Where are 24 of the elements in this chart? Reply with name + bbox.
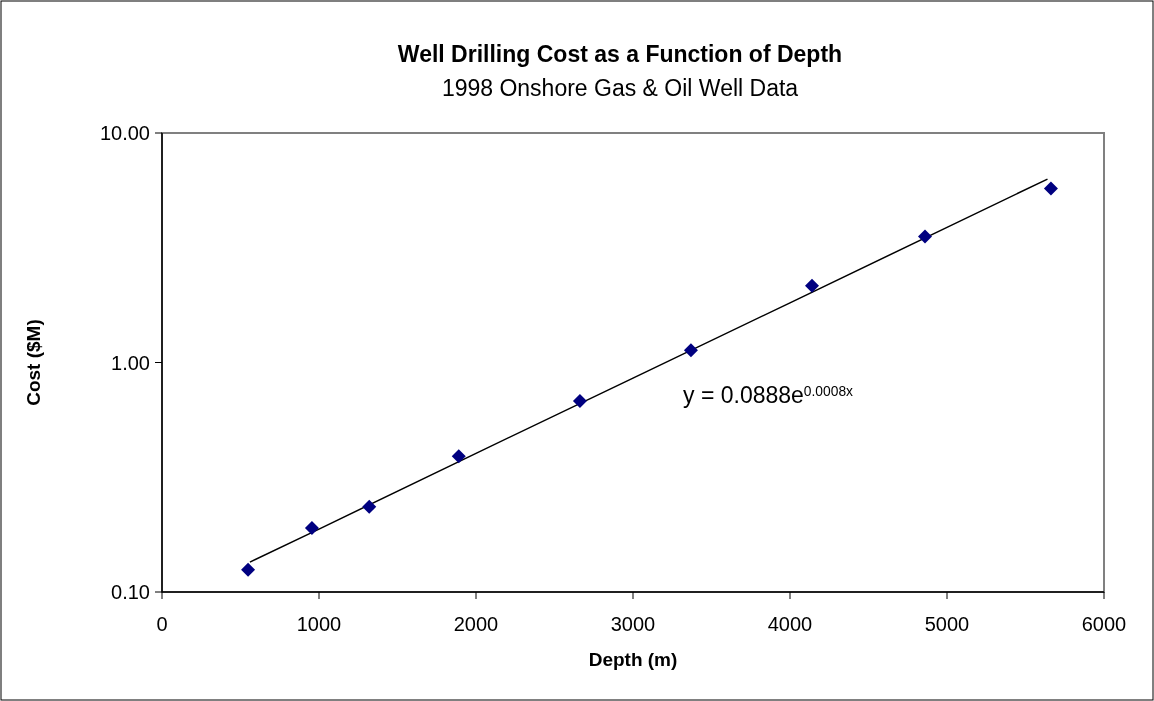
y-tick-label: 0.10 (111, 581, 150, 603)
x-tick-label: 1000 (296, 613, 342, 635)
point (918, 229, 933, 244)
x-tick-label: 0 (156, 613, 168, 635)
x-tick-label: 2000 (453, 613, 499, 635)
x-axis-title: Depth (m) (588, 649, 678, 670)
point (362, 499, 377, 514)
point (304, 521, 319, 536)
x-tick-label: 3000 (610, 613, 656, 635)
chart-subtitle: 1998 Onshore Gas & Oil Well Data (441, 75, 799, 101)
y-tick-label: 1.00 (111, 351, 150, 374)
y-tick-label: 10.00 (99, 122, 150, 144)
point (451, 449, 466, 464)
x-tick-label: 5000 (924, 613, 970, 635)
chart-title: Well Drilling Cost as a Function of Depth (397, 41, 843, 67)
point (683, 343, 698, 358)
point (572, 393, 587, 408)
x-tick-label: 6000 (1081, 613, 1127, 635)
point (1043, 181, 1058, 196)
point (804, 278, 819, 293)
x-tick-label: 4000 (767, 613, 813, 635)
annotation: y = 0.0888e$^{0.0008x}$ (683, 382, 854, 408)
y-axis-title: Cost ($M) (23, 319, 44, 406)
point (241, 562, 256, 577)
